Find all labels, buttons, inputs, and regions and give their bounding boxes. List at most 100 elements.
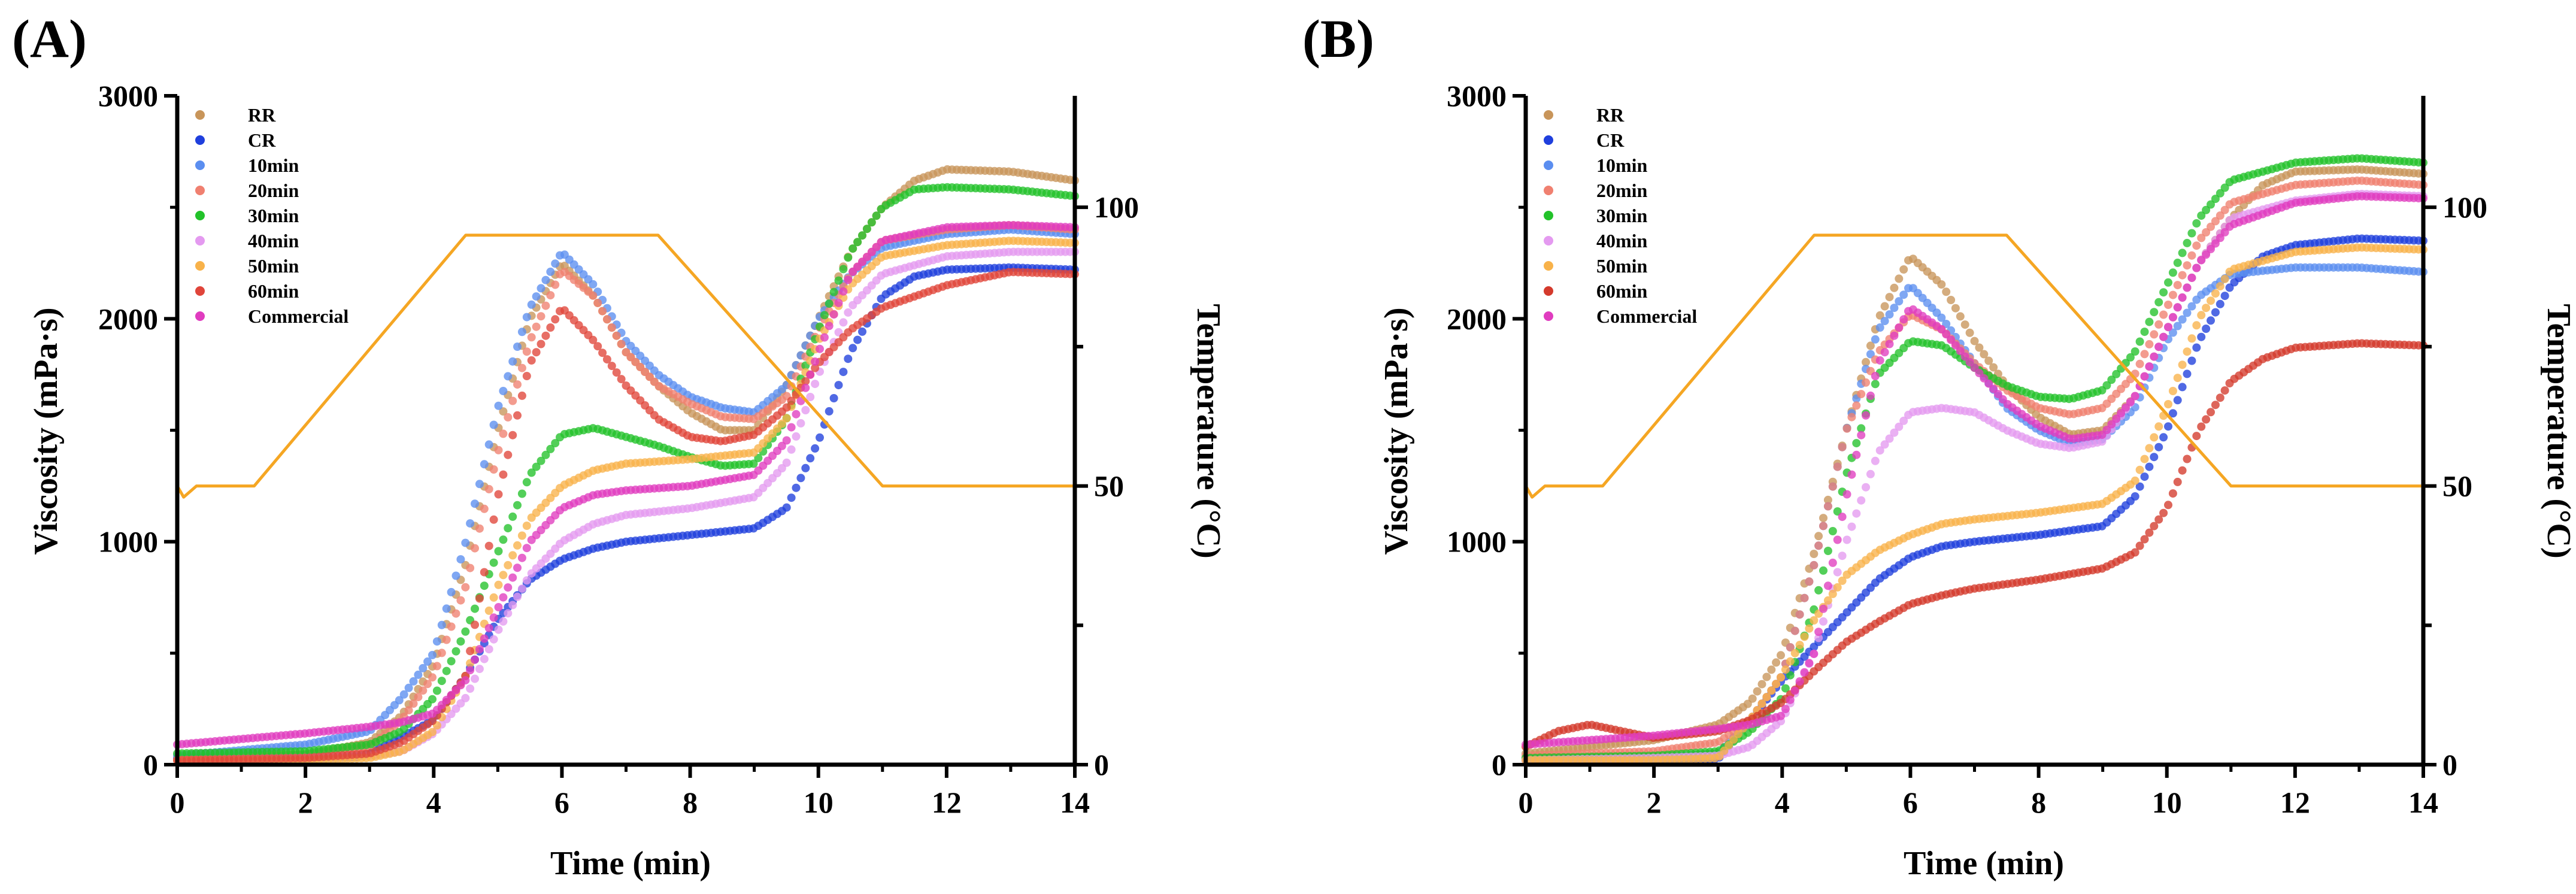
panel-b-legend-marker — [1544, 110, 1553, 120]
panel-b-series-point — [1862, 357, 1870, 366]
panel-b-series-point — [2135, 541, 2144, 550]
panel-b-series-point — [2164, 278, 2172, 287]
panel-a-series-point — [442, 635, 451, 644]
panel-b-series-point — [1852, 509, 1861, 518]
panel-b-legend-label: 30min — [1596, 205, 1648, 226]
panel-a-series-point — [480, 460, 489, 469]
panel-a-series-point — [853, 238, 862, 247]
panel-b-series-point — [2183, 261, 2192, 270]
panel-a-series-point — [796, 474, 805, 483]
panel-b-series-point — [2202, 205, 2211, 214]
panel-a-series-point — [517, 363, 526, 372]
panel-b-series-point — [1862, 483, 1870, 492]
panel-a-series-point — [508, 512, 517, 521]
panel-a-series-point — [598, 307, 607, 316]
panel-b-series-point — [1885, 293, 1894, 302]
panel-a-series-point — [494, 625, 503, 634]
panel-b-series-point — [1725, 741, 1734, 750]
panel-b-series-point — [1833, 535, 1842, 544]
panel-b-series-point — [1753, 687, 1762, 696]
panel-b-series-point — [2150, 453, 2159, 462]
panel-a-series-point — [777, 464, 786, 472]
panel-a-series-point — [602, 355, 611, 364]
panel-a-series-point — [451, 609, 460, 618]
panel-b-series-point — [1947, 296, 1956, 304]
panel-a-series-point — [494, 603, 503, 611]
panel-a-legend-marker — [195, 135, 205, 145]
panel-b-series-point — [1866, 469, 1875, 478]
panel-a-series-point — [816, 344, 824, 353]
panel-b-series-point — [1871, 380, 1880, 389]
panel-b-series-point — [2130, 492, 2139, 501]
panel-b-legend-marker — [1544, 160, 1553, 170]
panel-b-series-point — [1847, 522, 1856, 531]
panel-a-series-point — [517, 391, 526, 400]
panel-a-series-point — [471, 499, 479, 508]
panel-b-series-point — [1871, 335, 1880, 344]
panel-b-series-point — [1734, 729, 1742, 738]
panel-a-series-point — [471, 674, 479, 683]
panel-b-series-point — [2145, 462, 2154, 471]
panel-b-series-point — [1965, 328, 1974, 337]
panel-a-series-point — [494, 490, 503, 499]
panel-a-series-point — [872, 211, 881, 220]
panel-b-series-point — [2112, 414, 2121, 423]
panel-b-series-point — [2187, 273, 2196, 282]
panel-b-series-point — [2216, 393, 2225, 402]
panel-b-series-point — [1748, 694, 1757, 703]
panel-b-series-point — [1965, 357, 1974, 366]
panel-b-x-tick-label: 4 — [1775, 786, 1790, 819]
panel-b-series-point — [1819, 522, 1828, 531]
panel-b-series-point — [2216, 282, 2225, 290]
panel-b-series-point — [1729, 735, 1738, 744]
panel-a-series-point — [607, 362, 616, 371]
panel-b-series-point — [2098, 437, 2107, 446]
panel-b-x-tick-label: 8 — [2031, 786, 2046, 819]
panel-a-series-point — [475, 480, 484, 489]
panel-a-series-point — [834, 276, 843, 285]
panel-b-series-point — [2192, 321, 2201, 330]
panel-b-label: (B) — [1302, 10, 1374, 69]
panel-b-series-point — [2216, 189, 2225, 198]
panel-b-series-point — [1795, 641, 1804, 650]
panel-a-series-point — [489, 613, 498, 622]
panel-b-legend-label: 40min — [1596, 230, 1648, 251]
panel-a-legend-label: 30min — [248, 205, 299, 226]
panel-a-series-point — [419, 686, 428, 695]
panel-a-series-point — [484, 645, 493, 654]
panel-b-series-point — [2178, 466, 2187, 475]
panel-b-series-point — [1842, 490, 1851, 499]
panel-a-series-point — [409, 699, 418, 708]
panel-b-legend-marker — [1544, 186, 1553, 195]
panel-a-series-point — [829, 287, 838, 296]
panel-b-series-point — [1852, 401, 1861, 410]
panel-a-series-point — [423, 657, 432, 666]
panel-a-y2-axis-title: Temperature (°C) — [1190, 304, 1227, 558]
panel-a-series-point — [825, 322, 834, 331]
panel-a-label: (A) — [12, 10, 87, 69]
panel-a-series-point — [451, 647, 460, 656]
panel-a-series-point — [522, 313, 531, 322]
panel-a-legend-marker — [195, 160, 205, 170]
panel-b-series-point — [1757, 680, 1766, 689]
panel-b-series-point — [1875, 446, 1884, 455]
panel-a-series-point — [442, 666, 451, 675]
panel-b-series-point — [1823, 581, 1832, 590]
panel-a-series-point — [527, 468, 536, 477]
panel-a-series-point — [513, 380, 522, 389]
panel-b-series-point — [2173, 303, 2182, 312]
panel-b-series-point — [1847, 413, 1856, 422]
panel-b-legend-label: Commercial — [1596, 305, 1697, 327]
panel-a-plot-area: 0 2 4 6 8 10 12 140100020003000050100RRCR10min2… — [98, 79, 1139, 819]
panel-a-series-point — [489, 635, 498, 644]
panel-b-series-point — [1833, 462, 1842, 471]
panel-a-series-point — [551, 280, 560, 289]
panel-a-legend: RR CR 10min 20min 30min 40min 50min 60min Commer… — [195, 104, 348, 327]
panel-b-series-point — [2173, 322, 2182, 331]
panel-a-series-point — [451, 571, 460, 580]
panel-b-series-point — [1800, 632, 1809, 641]
panel-a-series-point — [466, 684, 475, 693]
panel-b-series-point — [2140, 328, 2149, 337]
panel-a-series-point — [612, 331, 621, 340]
panel-b-series-point — [2168, 290, 2177, 299]
